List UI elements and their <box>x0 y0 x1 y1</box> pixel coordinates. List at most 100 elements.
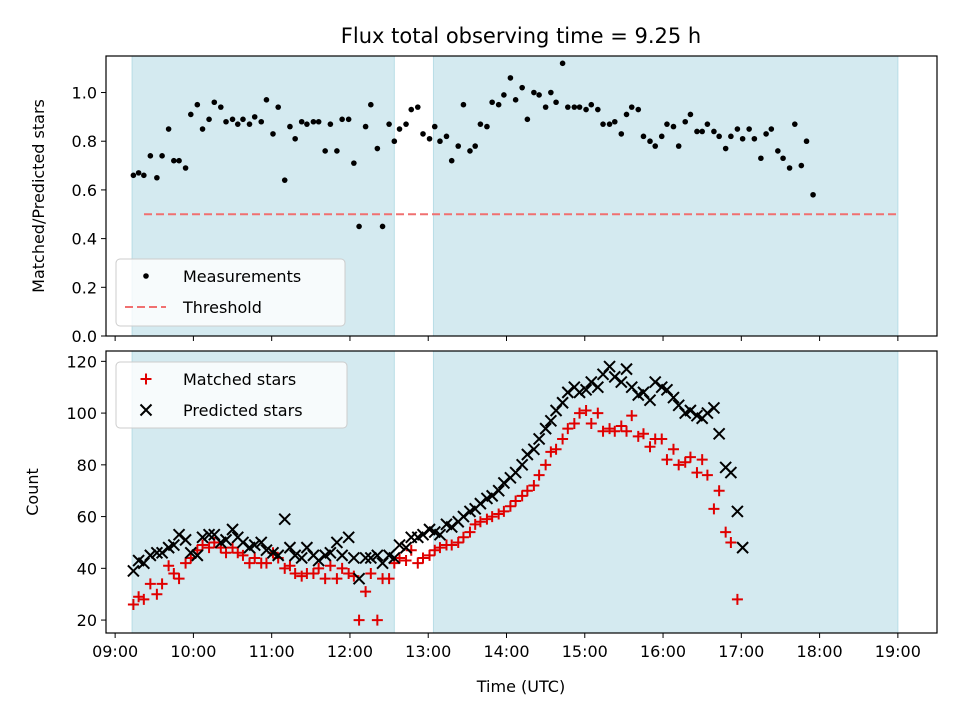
y-tick-label: 20 <box>77 611 97 630</box>
data-point-predicted-stars <box>352 572 366 585</box>
data-point-predicted-stars <box>527 443 541 456</box>
data-point-predicted-stars <box>371 549 384 562</box>
data-point-matched-stars <box>203 542 215 554</box>
data-point-matched-stars <box>464 526 476 538</box>
data-point-measurements <box>176 157 182 164</box>
data-point-matched-stars <box>725 536 737 548</box>
data-point-predicted-stars <box>283 541 297 554</box>
data-point-matched-stars <box>417 552 429 564</box>
data-point-predicted-stars <box>324 546 337 560</box>
data-point-measurements <box>484 123 490 130</box>
legend-label-predicted-stars: Predicted stars <box>183 401 303 420</box>
data-point-matched-stars <box>708 503 720 515</box>
x-tick-label: 10:00 <box>170 642 216 661</box>
data-point-matched-stars <box>574 407 586 419</box>
data-point-measurements <box>251 114 258 120</box>
data-point-matched-stars <box>343 567 355 579</box>
data-point-measurements <box>182 165 189 171</box>
data-point-measurements <box>519 84 525 91</box>
data-point-measurements <box>426 135 433 142</box>
legend-swatch-predicted-stars <box>139 403 153 417</box>
data-point-measurements <box>374 145 381 152</box>
data-point-measurements <box>275 104 282 110</box>
y-tick-label: 0.0 <box>72 327 97 346</box>
data-point-measurements <box>694 128 700 135</box>
data-point-predicted-stars <box>248 538 261 552</box>
data-point-matched-stars <box>412 557 424 569</box>
data-point-measurements <box>443 133 450 140</box>
data-point-predicted-stars <box>278 512 291 526</box>
data-point-predicted-stars <box>492 484 505 497</box>
data-point-measurements <box>391 138 398 145</box>
data-point-measurements <box>588 101 595 108</box>
y-tick-label: 120 <box>66 352 97 371</box>
y-tick-label: 0.4 <box>72 230 97 249</box>
observing-window-1 <box>433 351 898 633</box>
x-tick-label: 19:00 <box>875 642 921 661</box>
data-point-predicted-stars <box>393 538 406 552</box>
y-tick-label: 100 <box>66 404 97 423</box>
data-point-matched-stars <box>656 433 668 445</box>
data-point-measurements <box>751 135 758 142</box>
data-point-measurements <box>640 133 647 140</box>
data-point-predicted-stars <box>347 551 361 565</box>
data-point-measurements <box>298 118 305 125</box>
data-point-measurements <box>130 172 137 179</box>
data-point-measurements <box>571 104 578 110</box>
data-point-measurements <box>171 157 177 164</box>
data-point-predicted-stars <box>144 549 157 562</box>
data-point-predicted-stars <box>707 401 721 415</box>
data-point-measurements <box>711 128 717 135</box>
data-point-measurements <box>211 99 218 106</box>
data-point-matched-stars <box>691 467 703 479</box>
data-point-predicted-stars <box>179 533 192 547</box>
data-point-matched-stars <box>180 557 192 569</box>
data-point-matched-stars <box>383 573 395 585</box>
data-point-matched-stars <box>227 542 239 554</box>
data-point-predicted-stars <box>620 362 633 376</box>
data-point-measurements <box>154 174 160 181</box>
data-point-predicted-stars <box>579 383 593 397</box>
plot-frame <box>105 350 938 634</box>
data-point-measurements <box>141 172 147 179</box>
y-tick-label: 1.0 <box>72 84 97 103</box>
data-point-measurements <box>165 126 172 132</box>
data-point-measurements <box>647 138 653 145</box>
data-point-predicted-stars <box>532 432 546 446</box>
data-point-matched-stars <box>284 560 296 572</box>
data-point-measurements <box>786 165 793 171</box>
data-point-measurements <box>414 104 421 110</box>
data-point-measurements <box>722 145 729 152</box>
data-point-matched-stars <box>609 425 621 437</box>
data-point-measurements <box>263 97 270 103</box>
data-point-matched-stars <box>474 516 486 528</box>
data-point-measurements <box>531 89 537 96</box>
data-point-predicted-stars <box>260 544 273 557</box>
data-point-measurements <box>618 131 625 137</box>
data-point-measurements <box>763 131 769 137</box>
legend-label-threshold: Threshold <box>182 298 262 317</box>
data-point-measurements <box>501 92 507 98</box>
data-point-measurements <box>234 121 241 127</box>
data-point-measurements <box>437 138 443 145</box>
data-point-matched-stars <box>151 588 163 600</box>
data-point-matched-stars <box>313 562 325 574</box>
data-point-predicted-stars <box>573 386 586 399</box>
data-point-matched-stars <box>644 441 656 453</box>
data-point-measurements <box>270 131 276 137</box>
data-point-matched-stars <box>394 552 406 564</box>
data-point-measurements <box>670 123 677 130</box>
data-point-measurements <box>287 123 293 130</box>
data-point-matched-stars <box>400 555 412 567</box>
data-point-predicted-stars <box>359 551 372 565</box>
data-point-measurements <box>477 121 484 127</box>
data-point-matched-stars <box>632 430 644 442</box>
data-point-matched-stars <box>481 513 493 525</box>
data-point-measurements <box>408 106 415 113</box>
data-point-matched-stars <box>244 557 256 569</box>
data-point-measurements <box>780 155 786 162</box>
data-point-predicted-stars <box>615 375 628 389</box>
data-point-matched-stars <box>696 454 708 466</box>
data-point-predicted-stars <box>184 546 198 560</box>
data-point-measurements <box>595 106 601 113</box>
